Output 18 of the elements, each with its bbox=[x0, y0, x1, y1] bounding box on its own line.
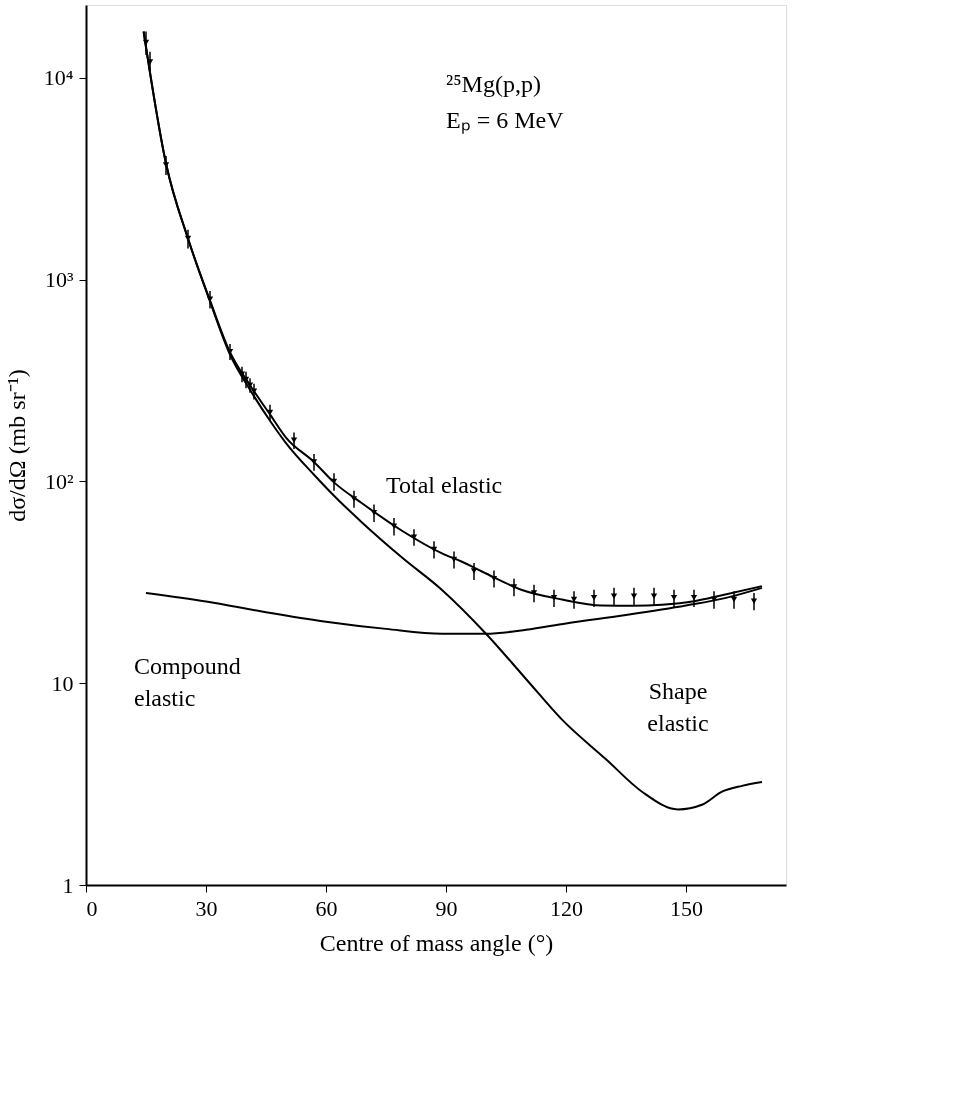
x-tick-label: 120 bbox=[550, 895, 583, 921]
annotation: ²⁵Mg(p,p) bbox=[446, 71, 541, 97]
y-tick-label: 10³ bbox=[44, 267, 74, 293]
y-axis-title: dσ/dΩ (mb sr⁻¹) bbox=[3, 369, 30, 522]
series-label: Total elastic bbox=[386, 471, 503, 498]
y-tick-label: 10² bbox=[44, 468, 74, 494]
annotation: Eₚ = 6 MeV bbox=[446, 107, 565, 134]
series-label: Compound elastic bbox=[134, 653, 241, 712]
y-tick-label: 10⁴ bbox=[43, 65, 74, 91]
y-tick-label: 1 bbox=[62, 872, 74, 898]
series-label: Shape elastic bbox=[647, 678, 709, 737]
x-tick-label: 30 bbox=[195, 895, 218, 921]
x-tick-label: 90 bbox=[435, 895, 458, 921]
x-axis-title: Centre of mass angle (°) bbox=[319, 929, 554, 956]
x-tick-label: 0 bbox=[86, 895, 98, 921]
x-tick-label: 150 bbox=[670, 895, 703, 921]
x-tick-label: 60 bbox=[315, 895, 338, 921]
y-tick-label: 10 bbox=[51, 670, 74, 696]
